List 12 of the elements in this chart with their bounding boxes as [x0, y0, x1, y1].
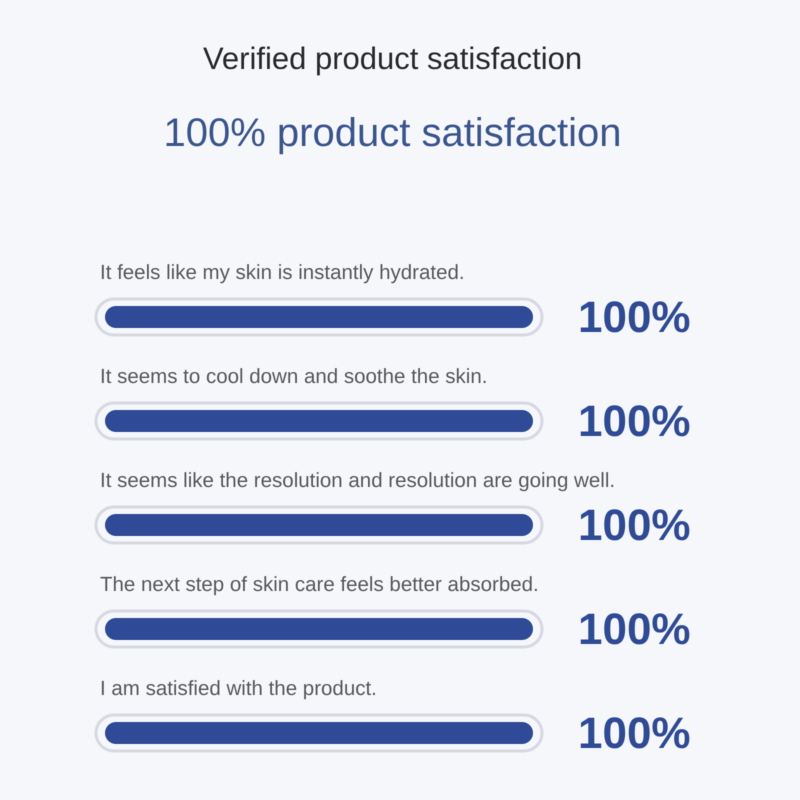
- data-label: 100%: [578, 709, 691, 758]
- data-label: 100%: [578, 397, 691, 446]
- y-tick-label: It seems to cool down and soothe the skin.: [100, 365, 488, 388]
- y-tick-label: It feels like my skin is instantly hydrated.: [100, 261, 465, 284]
- chart-subtitle: 100% product satisfaction: [163, 111, 622, 155]
- data-label: 100%: [578, 501, 691, 550]
- chart-title: Verified product satisfaction: [202, 41, 582, 76]
- data-label: 100%: [578, 605, 691, 654]
- y-tick-label: I am satisfied with the product.: [100, 677, 377, 700]
- data-label: 100%: [578, 293, 691, 342]
- y-tick-label: The next step of skin care feels better absorbed.: [100, 573, 539, 596]
- y-tick-label: It seems like the resolution and resolution are going well.: [100, 469, 616, 492]
